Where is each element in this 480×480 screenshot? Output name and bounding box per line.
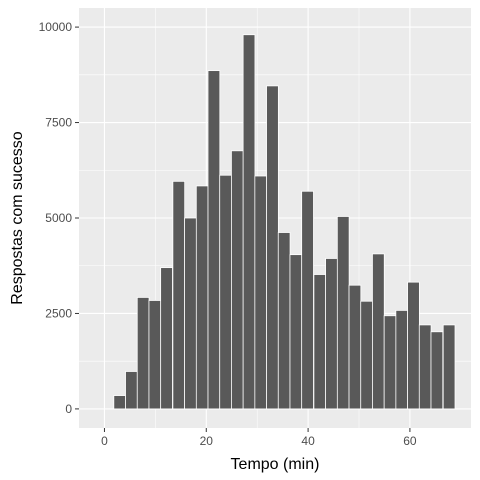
histogram-bar <box>325 258 338 410</box>
x-tick-label: 60 <box>403 434 417 448</box>
histogram-bar <box>172 180 186 410</box>
x-axis: 0 20 40 60 <box>101 428 417 448</box>
histogram-bar <box>160 267 173 410</box>
x-tick-label: 20 <box>200 434 214 448</box>
histogram-bar <box>113 395 127 410</box>
histogram-bar <box>289 254 303 410</box>
histogram-bar <box>231 150 244 410</box>
histogram-bar <box>383 315 397 410</box>
histogram-bar <box>430 331 444 410</box>
x-tick-label: 0 <box>101 434 108 448</box>
y-tick-label: 5000 <box>45 211 72 225</box>
histogram-bar <box>301 190 314 410</box>
y-tick-label: 7500 <box>45 116 72 130</box>
histogram-bar <box>277 232 291 410</box>
histogram-bar <box>313 274 327 410</box>
y-axis-title: Respostas com sucesso <box>9 131 26 305</box>
y-tick-label: 10000 <box>39 20 73 34</box>
y-tick-label: 2500 <box>45 306 72 320</box>
histogram-bar <box>136 297 150 410</box>
histogram-bar <box>242 34 256 410</box>
histogram-bar <box>407 281 420 410</box>
histogram-bar <box>418 324 432 410</box>
histogram-bar <box>125 371 138 410</box>
histogram-bar <box>254 175 268 410</box>
histogram-bar <box>219 174 232 410</box>
histogram-bar <box>207 70 221 410</box>
histogram-bar <box>336 216 350 410</box>
bars <box>113 34 456 410</box>
histogram-bar <box>360 300 373 410</box>
histogram-bar <box>348 284 362 410</box>
y-axis: 0 2500 5000 7500 10000 <box>39 20 79 416</box>
histogram-bar <box>148 300 162 410</box>
histogram-bar <box>372 253 385 410</box>
histogram-bar <box>195 185 209 410</box>
x-tick-label: 40 <box>301 434 315 448</box>
y-tick-label: 0 <box>65 402 72 416</box>
histogram-bar <box>184 217 197 410</box>
histogram-bar <box>442 324 456 410</box>
histogram-bar <box>395 309 409 410</box>
histogram-bar <box>266 85 279 410</box>
x-axis-title: Tempo (min) <box>231 456 320 473</box>
